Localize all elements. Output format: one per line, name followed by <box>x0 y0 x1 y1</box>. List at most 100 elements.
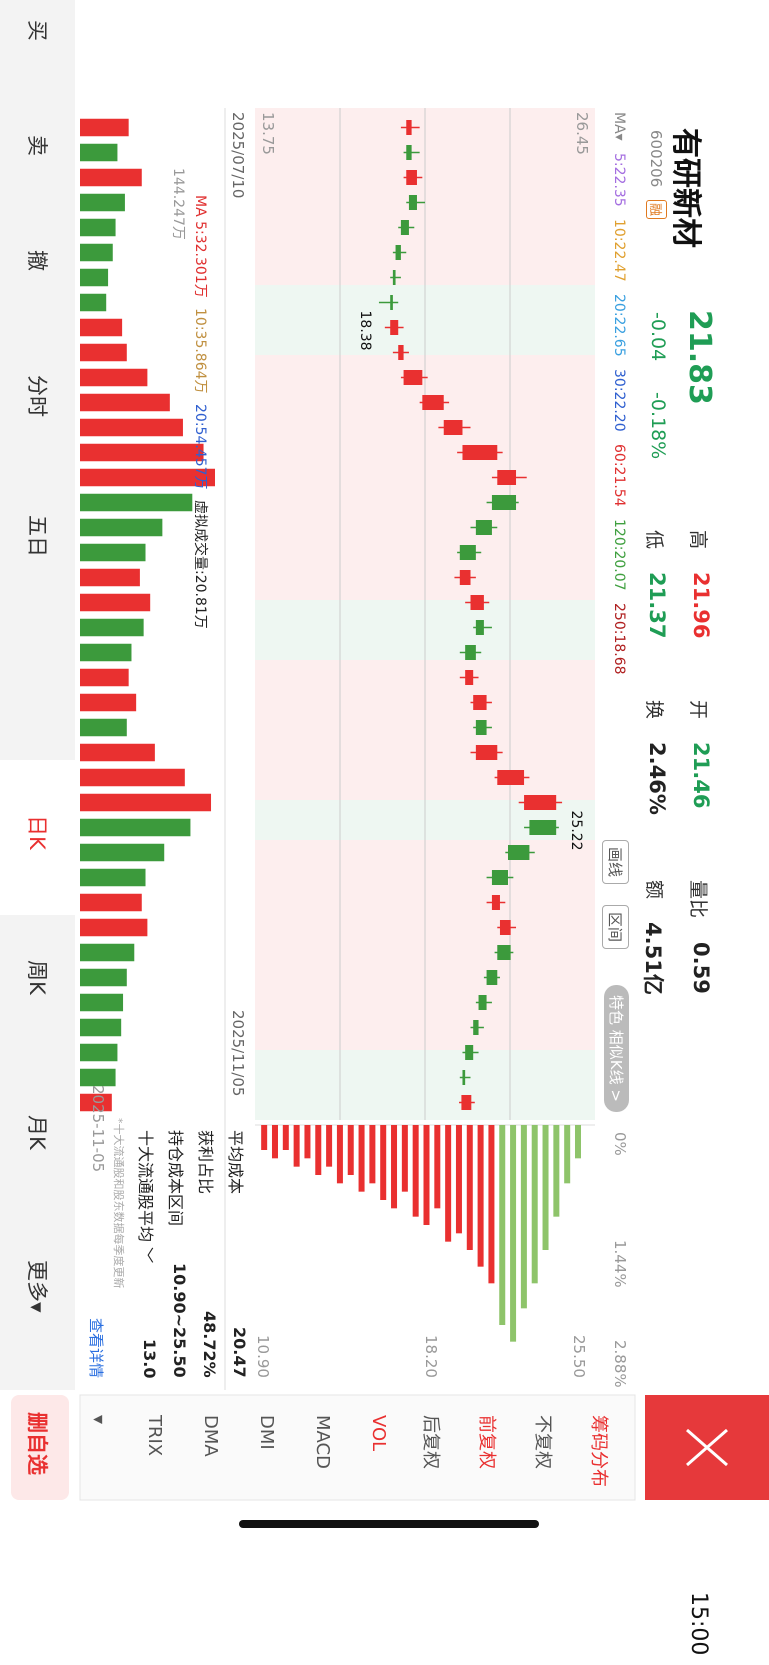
y-label: 13.75 <box>259 112 277 155</box>
chip-bar <box>510 1125 517 1342</box>
tab[interactable]: 五日 <box>25 515 49 557</box>
side-menu-item[interactable]: DMA <box>200 1415 221 1457</box>
candle-body <box>524 795 557 810</box>
tab[interactable]: 卖 <box>25 135 49 156</box>
stat-label: 换 <box>643 700 665 720</box>
volume-bar <box>79 368 148 387</box>
tab[interactable]: 周K <box>25 960 49 995</box>
stat-label: 高 <box>687 530 709 550</box>
candle-body <box>475 620 484 635</box>
chip-bar <box>336 1125 343 1184</box>
ma-legend: 5:22.35 <box>611 153 627 207</box>
candle-body <box>395 245 401 260</box>
range-button[interactable]: 区间 <box>602 905 629 950</box>
chip-price-label: 10.90 <box>254 1335 272 1378</box>
vol-max: 144.247万 <box>170 168 186 240</box>
volume-bar <box>80 468 215 487</box>
side-menu-item[interactable]: 前复权 <box>476 1415 497 1469</box>
side-menu-item[interactable]: MACD <box>312 1415 333 1469</box>
candle-body <box>499 920 511 935</box>
chip-bar <box>531 1125 538 1284</box>
candle-body <box>497 945 511 960</box>
candle-body <box>470 595 484 610</box>
chip-bar <box>423 1125 430 1225</box>
volume-bar <box>80 1093 112 1112</box>
chip-bar <box>304 1125 311 1159</box>
stat-label: 开 <box>687 700 709 720</box>
chip-x-label: 0% <box>611 1132 629 1156</box>
chip-link[interactable]: 查看详情 <box>87 1318 105 1379</box>
chip-bar <box>477 1125 484 1267</box>
side-menu-item[interactable]: VOL <box>368 1415 389 1452</box>
chip-stat-label: 持仓成本区间 <box>166 1130 185 1227</box>
chip-bar <box>445 1125 452 1242</box>
candle-body <box>497 770 525 785</box>
volume-bar <box>79 243 113 262</box>
candle-body <box>497 470 517 485</box>
draw-button[interactable]: 画线 <box>602 840 629 885</box>
candle-body <box>475 745 498 760</box>
y-label: 26.45 <box>573 112 591 155</box>
volume-bar <box>79 318 123 337</box>
side-menu-item[interactable]: ▾ <box>88 1415 109 1425</box>
tab[interactable]: 分时 <box>25 375 49 417</box>
volume-bar <box>80 143 118 162</box>
side-menu-item[interactable]: 不复权 <box>532 1415 553 1469</box>
change-pct: -0.18% <box>647 392 669 460</box>
candle-body <box>390 295 393 310</box>
candle-body <box>465 1045 474 1060</box>
remove-bg[interactable] <box>11 1395 69 1500</box>
tab[interactable]: 日K <box>25 815 49 850</box>
similar-button[interactable]: 特色 相似K线 > <box>604 985 629 1112</box>
chip-bar <box>455 1125 462 1234</box>
volume-bar <box>80 293 107 312</box>
vol-legend: 20:54.457万 <box>192 404 208 490</box>
side-menu-item[interactable]: TRIX <box>144 1415 165 1457</box>
side-menu-item[interactable]: 后复权 <box>420 1415 441 1469</box>
chip-stat-value: 48.72% <box>200 1311 219 1378</box>
tab[interactable]: 撤 <box>25 250 49 271</box>
date-label: 2025/11/05 <box>229 1010 247 1097</box>
vol-legend: 虚拟成交量:20.81万 <box>192 500 208 629</box>
volume-bar <box>79 893 142 912</box>
chip-x-label: 1.44% <box>611 1240 629 1288</box>
volume-bar <box>80 1018 122 1037</box>
tab-active-bg <box>0 760 75 915</box>
candle-body <box>422 395 444 410</box>
chip-bar <box>434 1125 441 1209</box>
candle-body <box>465 670 474 685</box>
chip-date: 2025-11-05 <box>89 1085 107 1173</box>
stat-value: 21.46 <box>689 742 713 809</box>
ma-legend: 120:20.07 <box>611 519 627 591</box>
ma-legend: 30:22.20 <box>611 369 627 432</box>
tab[interactable]: 更多▾ <box>25 1260 49 1313</box>
candle-body <box>461 1095 472 1110</box>
date-label: 2025/07/10 <box>229 112 247 199</box>
volume-bar <box>80 743 155 762</box>
candle-body <box>406 145 412 160</box>
side-menu-item[interactable]: DMI <box>256 1415 277 1450</box>
volume-bar <box>80 493 193 512</box>
price: 21.83 <box>682 310 717 405</box>
chip-bar <box>575 1125 581 1159</box>
volume-bar <box>80 843 165 862</box>
ma-legend: 60:21.54 <box>611 444 627 507</box>
volume-bar <box>80 1043 118 1062</box>
chip-bar <box>542 1125 549 1250</box>
tab[interactable]: 月K <box>25 1115 49 1150</box>
remove-button[interactable]: 删自选 <box>25 1412 49 1475</box>
chip-bar <box>499 1125 506 1325</box>
candle-body <box>473 1020 479 1035</box>
candle-body <box>443 420 463 435</box>
candle-body <box>475 520 492 535</box>
chip-stat-value: 20.47 <box>230 1327 249 1378</box>
chip-note: *十大流通股和股东数据每季度更新 <box>112 1118 125 1289</box>
candle-body <box>406 120 412 135</box>
side-menu-item[interactable]: 筹码分布 <box>588 1415 609 1487</box>
stat-label: 低 <box>643 530 665 550</box>
tab[interactable]: 买 <box>25 20 49 41</box>
chip-bar <box>466 1125 473 1250</box>
candle-body <box>491 495 517 510</box>
